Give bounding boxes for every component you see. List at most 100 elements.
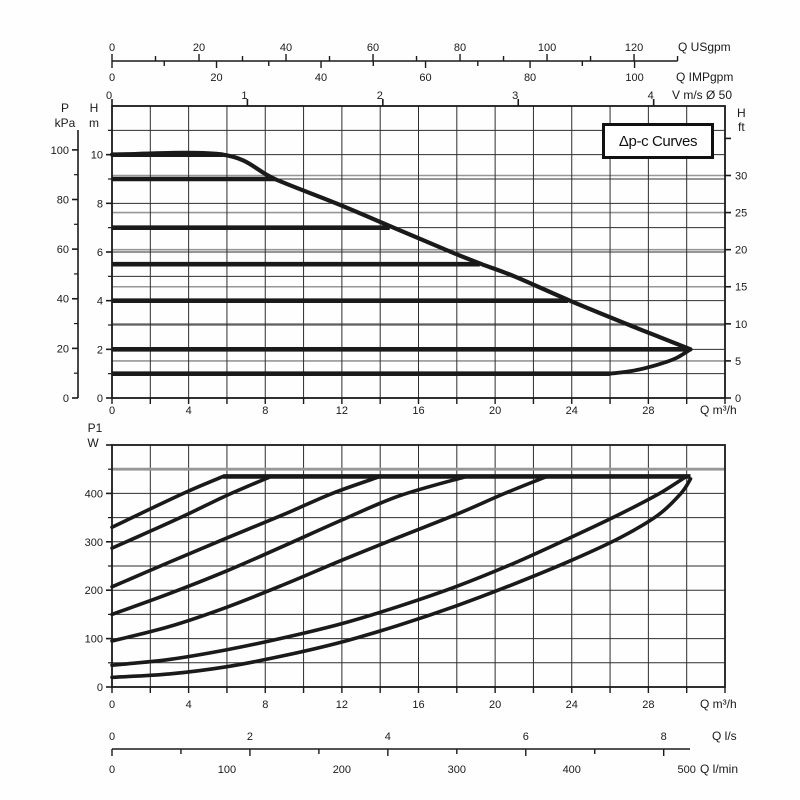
usgpm-tick-label: 0: [109, 42, 115, 54]
power-q-axis: 0 4 8 12 16 20 24 28 Q m³/h: [109, 687, 737, 711]
velocity-axis-unit: V m/s Ø 50: [672, 88, 732, 102]
q-tick-label: 20: [489, 699, 501, 711]
v-tick-label: 0: [106, 90, 112, 102]
h-axis-title: H: [90, 101, 99, 115]
kpa-tick-label: 0: [63, 393, 69, 405]
h-m-tick-label: 10: [91, 150, 103, 162]
q-tick-label: 24: [566, 699, 578, 711]
usgpm-tick-label: 60: [367, 42, 379, 54]
usgpm-tick-label: 20: [193, 42, 205, 54]
kpa-tick-label: 100: [51, 145, 69, 157]
dpc-setpoint-bars: [112, 152, 691, 376]
v-tick-label: 2: [377, 90, 383, 102]
ls-tick-label: 0: [109, 731, 115, 743]
ls-tick-label: 8: [661, 731, 667, 743]
p1-tick-label: 100: [85, 634, 103, 646]
ft-axis-title: H: [737, 106, 746, 120]
impgpm-tick-label: 100: [625, 72, 643, 84]
q-tick-label: 16: [412, 405, 424, 417]
p1-tick-label: 0: [97, 682, 103, 694]
h-m-tick-label: 4: [97, 296, 103, 308]
q-tick-label: 0: [109, 405, 115, 417]
q-tick-label: 28: [642, 699, 654, 711]
q-tick-label: 28: [642, 405, 654, 417]
max-speed-curve: [109, 150, 693, 352]
lmin-axis-unit: Q l/min: [700, 762, 738, 776]
impgpm-axis-unit: Q IMPgpm: [676, 70, 733, 84]
power-curve: [110, 475, 687, 668]
ft-tick-label: 20: [735, 245, 747, 257]
ft-axis-unit: ft: [738, 120, 745, 134]
lmin-tick-label: 500: [678, 764, 696, 776]
lmin-tick-label: 400: [563, 764, 581, 776]
q-tick-label: 4: [186, 405, 192, 417]
ft-tick-label: 10: [735, 319, 747, 331]
q-tick-label: 24: [566, 405, 578, 417]
h-m-axis: 0 2 4 6 8 10 Hm: [89, 101, 112, 405]
power-curve: [110, 474, 469, 617]
lmin-tick-label: 0: [109, 764, 115, 776]
kpa-tick-label: 60: [57, 244, 69, 256]
ls-lmin-axis: 0 2 4 6 8 Q l/s 0 100 200 300 400 500 Q l/min: [109, 729, 738, 776]
ls-tick-label: 2: [247, 731, 253, 743]
p1-tick-label: 200: [85, 585, 103, 597]
lmin-tick-label: 100: [218, 764, 236, 776]
v-tick-label: 3: [512, 90, 518, 102]
p1-axis: 0 100 200 300 400 P1W: [85, 421, 112, 694]
h-m-tick-label: 6: [97, 247, 103, 259]
power-curve: [110, 474, 549, 643]
q-tick-label: 20: [489, 405, 501, 417]
kpa-axis-title: P: [61, 101, 69, 115]
h-m-tick-label: 2: [97, 344, 103, 356]
impgpm-tick-label: 20: [210, 72, 222, 84]
power-curve: [110, 477, 693, 680]
usgpm-tick-label: 100: [538, 42, 556, 54]
h-ft-axis: 0 5 10 15 20 25 30 Hft: [725, 106, 747, 405]
power-q-axis-unit: Q m³/h: [700, 697, 737, 711]
head-chart: 0246810Hm020406080100PkPa051015202530Hft…: [51, 40, 748, 417]
lmin-tick-label: 200: [333, 764, 351, 776]
impgpm-tick-label: 60: [419, 72, 431, 84]
usgpm-tick-label: 120: [625, 42, 643, 54]
ls-tick-label: 6: [523, 731, 529, 743]
p1-tick-label: 300: [85, 537, 103, 549]
head-q-axis-unit: Q m³/h: [700, 403, 737, 417]
impgpm-tick-label: 0: [109, 72, 115, 84]
power-curve: [110, 474, 382, 589]
ls-axis-unit: Q l/s: [712, 729, 737, 743]
usgpm-tick-label: 40: [280, 42, 292, 54]
velocity-axis: 0 1 2 3 4 V m/s Ø 50: [106, 88, 732, 106]
q-tick-label: 8: [262, 699, 268, 711]
h-m-tick-label: 8: [97, 198, 103, 210]
usgpm-tick-label: 80: [454, 42, 466, 54]
p1-axis-title: P1: [88, 421, 103, 435]
power-curves: [110, 474, 693, 680]
kpa-axis-unit: kPa: [55, 116, 76, 130]
ft-tick-label: 30: [735, 170, 747, 182]
power-curve: [110, 474, 273, 550]
kpa-tick-label: 40: [57, 294, 69, 306]
power-curve: [110, 474, 225, 530]
usgpm-impgpm-axis: 0 20 40 60 80 100 120 Q USgpm 0 20 40 60 80 100 Q IMPg…: [109, 40, 733, 84]
dpc-curves-label: Δp-c Curves: [602, 123, 714, 159]
q-tick-label: 4: [186, 699, 192, 711]
q-tick-label: 0: [109, 699, 115, 711]
ft-tick-label: 15: [735, 282, 747, 294]
q-tick-label: 12: [336, 405, 348, 417]
ft-tick-label: 0: [735, 393, 741, 405]
kpa-tick-label: 20: [57, 343, 69, 355]
q-tick-label: 8: [262, 405, 268, 417]
h-axis-unit: m: [89, 116, 99, 130]
impgpm-tick-label: 80: [524, 72, 536, 84]
q-tick-label: 16: [412, 699, 424, 711]
v-tick-label: 4: [648, 90, 654, 102]
v-tick-label: 1: [241, 90, 247, 102]
lmin-tick-label: 300: [448, 764, 466, 776]
q-tick-label: 12: [336, 699, 348, 711]
ft-tick-label: 5: [735, 356, 741, 368]
ft-tick-label: 25: [735, 208, 747, 220]
